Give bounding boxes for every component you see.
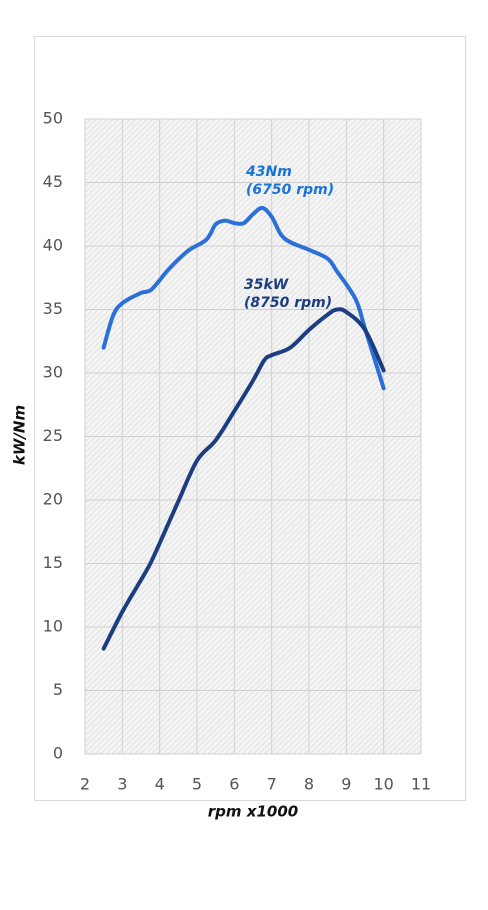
y-tick-label: 20	[43, 490, 63, 509]
y-tick-label: 5	[53, 680, 63, 699]
x-axis-label: rpm x1000	[208, 803, 298, 821]
x-tick-label: 10	[373, 775, 393, 794]
x-tick-label: 6	[229, 775, 239, 794]
chart-frame	[34, 36, 466, 801]
series-line	[101, 205, 386, 391]
y-tick-label: 25	[43, 426, 63, 445]
annotation: (8750 rpm)	[244, 295, 332, 311]
x-tick-label: 9	[341, 775, 351, 794]
x-tick-label: 8	[304, 775, 314, 794]
x-tick-label: 4	[155, 775, 165, 794]
x-tick-label: 2	[80, 775, 90, 794]
y-tick-label: 45	[43, 172, 63, 191]
y-tick-label: 30	[43, 363, 63, 382]
y-axis-label: kW/Nm	[11, 405, 29, 465]
x-tick-label: 11	[411, 775, 431, 794]
y-tick-label: 10	[43, 617, 63, 636]
series-line	[101, 307, 386, 651]
annotation: 35kW	[244, 277, 289, 293]
x-tick-label: 5	[192, 775, 202, 794]
annotation: 43Nm	[245, 164, 292, 180]
y-tick-label: 15	[43, 553, 63, 572]
x-tick-label: 3	[117, 775, 127, 794]
annotation: (6750 rpm)	[246, 182, 334, 198]
y-tick-label: 0	[53, 744, 63, 763]
y-tick-label: 40	[43, 236, 63, 255]
y-tick-label: 35	[43, 299, 63, 318]
x-tick-label: 7	[267, 775, 277, 794]
y-tick-label: 50	[43, 109, 63, 128]
